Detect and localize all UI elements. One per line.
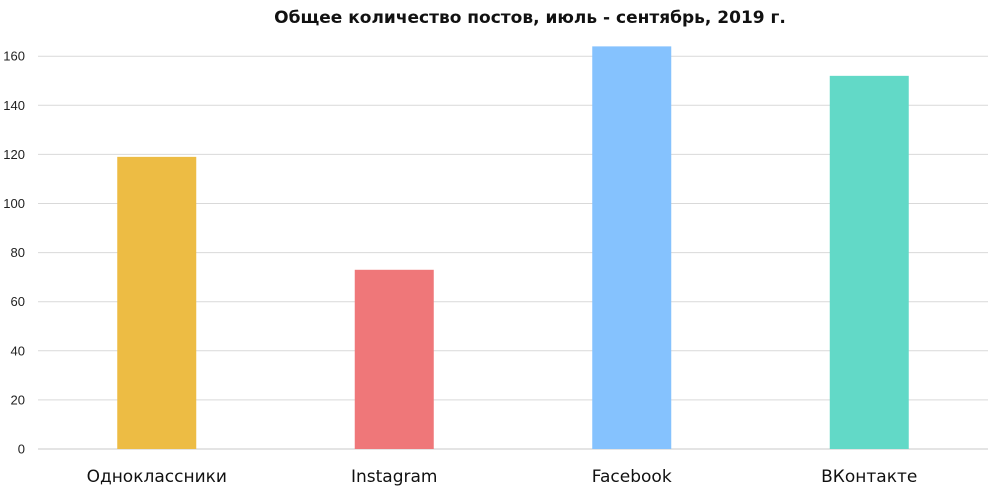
bar-0 <box>117 156 197 450</box>
bar-2 <box>592 46 672 449</box>
y-tick-label: 120 <box>3 147 25 162</box>
y-axis-ticks: 0 20 40 60 80 100 120 140 160 <box>3 49 25 457</box>
x-axis-labels: Одноклассники Instagram Facebook ВКонтакте <box>87 467 918 487</box>
y-tick-label: 100 <box>3 196 25 211</box>
y-tick-label: 0 <box>18 442 25 457</box>
y-tick-label: 80 <box>11 245 25 260</box>
y-tick-label: 40 <box>11 343 25 358</box>
y-tick-label: 60 <box>11 294 25 309</box>
y-tick-label: 140 <box>3 98 25 113</box>
x-category-label: Одноклассники <box>87 467 227 487</box>
x-category-label: ВКонтакте <box>821 467 917 487</box>
x-category-label: Instagram <box>351 467 438 487</box>
chart-title: Общее количество постов, июль - сентябрь… <box>274 8 786 28</box>
y-tick-label: 20 <box>11 392 25 407</box>
bar-3 <box>829 75 909 449</box>
grid-lines <box>38 55 988 450</box>
bar-1 <box>354 269 434 449</box>
y-tick-label: 160 <box>3 49 25 64</box>
x-category-label: Facebook <box>592 467 672 487</box>
bars <box>117 46 909 450</box>
